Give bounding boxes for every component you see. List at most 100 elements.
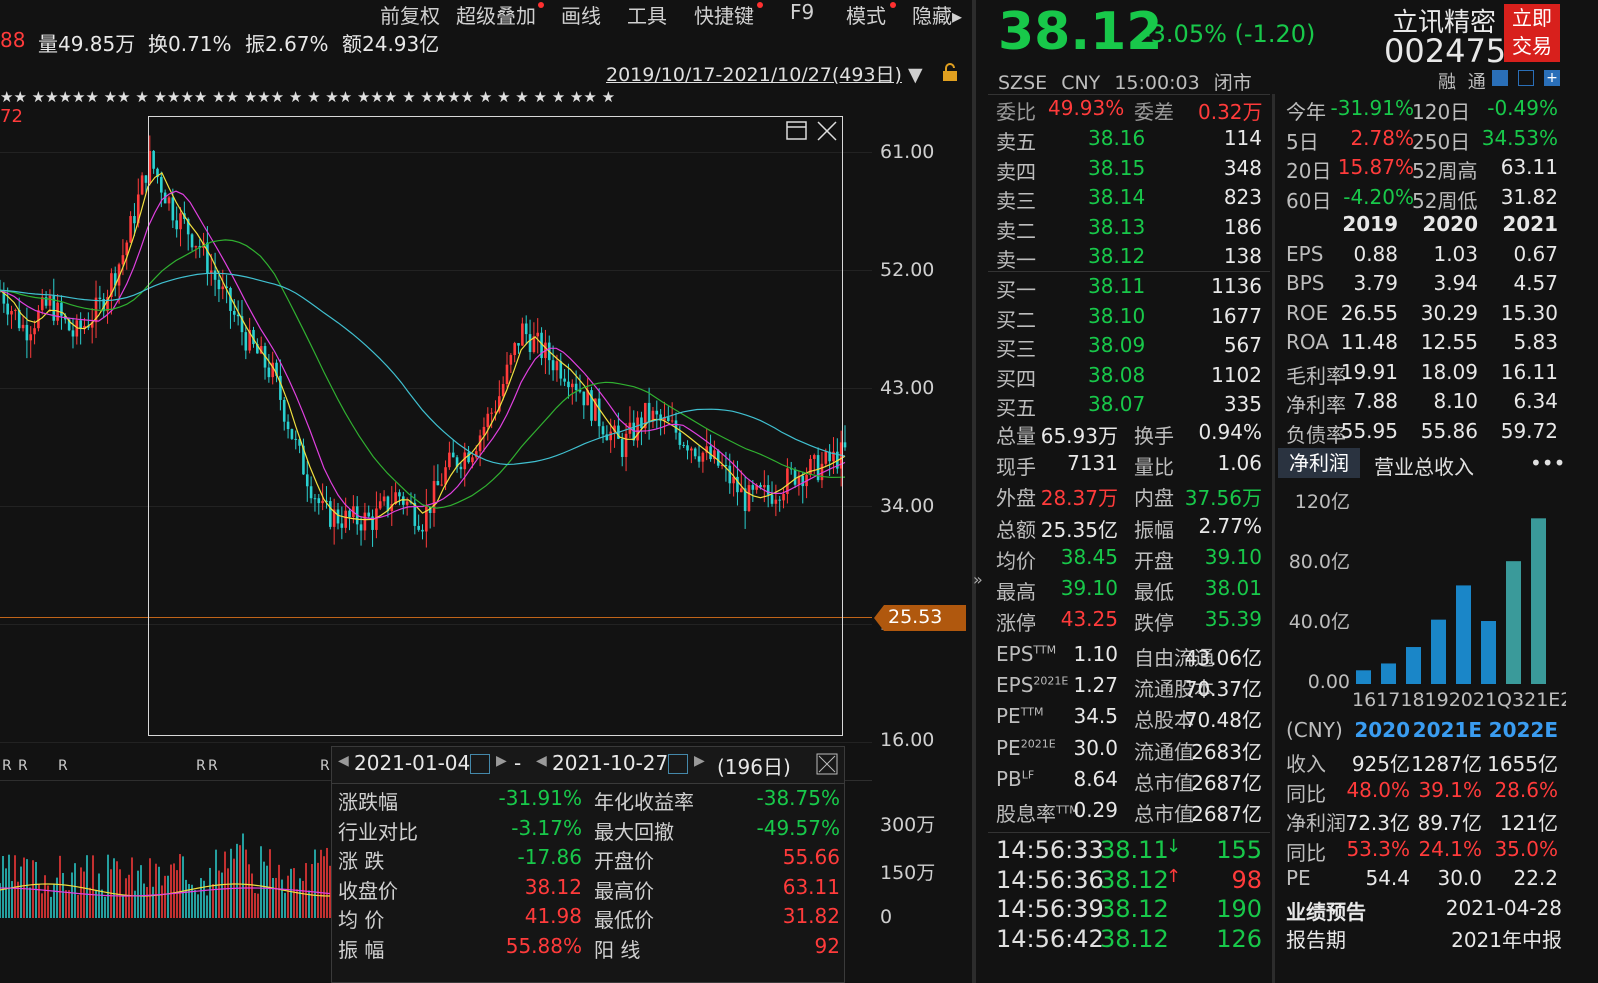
detail-value: 65.93万 xyxy=(1040,424,1118,448)
fund-value: 2687亿 xyxy=(1191,802,1262,826)
add-watchlist-icon[interactable]: + xyxy=(1544,70,1560,86)
wb-label: 委比 xyxy=(996,100,1036,124)
info-amount: 额24.93亿 xyxy=(342,32,440,56)
divider xyxy=(988,832,1270,833)
close-icon[interactable] xyxy=(816,753,838,775)
profit-bar xyxy=(1456,585,1471,684)
candle-body xyxy=(6,303,9,315)
date-range-label[interactable]: 2019/10/17-2021/10/27(493日) ▼ xyxy=(606,60,923,87)
calendar-icon[interactable] xyxy=(470,754,490,774)
candle-body xyxy=(678,432,682,445)
toolbar-overlay[interactable]: 超级叠加 xyxy=(456,4,536,28)
candle-body xyxy=(336,509,340,524)
detail-label: 最高 xyxy=(996,580,1036,604)
candle-body xyxy=(574,383,578,391)
toolbar-draw[interactable]: 画线 xyxy=(561,4,601,28)
forecast-table: (CNY) 2020 2021E 2022E 收入 925亿 1287亿 1655亿 同比 48.… xyxy=(1286,718,1562,903)
candle-body xyxy=(52,295,56,321)
kline-chart[interactable] xyxy=(0,84,872,774)
end-date[interactable]: 2021-10-27 xyxy=(552,751,669,775)
candle-body xyxy=(113,273,117,286)
panel-separator xyxy=(1272,94,1275,983)
lock-icon[interactable] xyxy=(940,62,960,82)
trade-button[interactable]: 立即 交易 xyxy=(1504,4,1560,62)
candle-body xyxy=(125,242,129,256)
candle-body xyxy=(213,270,217,280)
candle-body xyxy=(624,433,628,457)
candle-body xyxy=(332,509,336,527)
candle-body xyxy=(413,502,417,526)
candle-body xyxy=(106,296,109,312)
tick-price: 38.12 xyxy=(1100,924,1169,953)
edit-icon[interactable] xyxy=(1492,70,1508,86)
detail-label: 振幅 xyxy=(1134,517,1174,542)
currency: CNY xyxy=(1061,72,1101,94)
bar-y-tick: 40.0亿 xyxy=(1289,611,1350,633)
volume-chart[interactable] xyxy=(0,800,331,930)
candle-body xyxy=(117,264,121,286)
candle-body xyxy=(521,323,524,346)
bid-label: 买二 xyxy=(996,307,1036,332)
y-tick: 52.00 xyxy=(880,259,935,281)
candle-body xyxy=(79,320,82,330)
candle-body xyxy=(732,476,735,484)
stat-value: 55.88% xyxy=(505,933,582,958)
candle-body xyxy=(597,398,601,427)
dropdown-triangle-icon[interactable]: ▼ xyxy=(908,64,923,86)
tab-net-profit[interactable]: 净利润 xyxy=(1278,448,1360,478)
ask-volume: 138 xyxy=(1223,244,1262,268)
collapse-icon[interactable]: » xyxy=(973,570,983,589)
notification-dot xyxy=(757,2,763,8)
fund-label-text: PE xyxy=(996,704,1021,729)
toolbar-shortcuts[interactable]: 快捷键 xyxy=(694,4,754,28)
close-icon[interactable] xyxy=(816,120,838,142)
candle-body xyxy=(425,506,428,532)
candle-body xyxy=(555,361,559,371)
candle-body xyxy=(313,498,317,500)
next-end-icon[interactable]: ▶ xyxy=(694,753,705,769)
more-icon[interactable]: ••• xyxy=(1530,451,1566,475)
prev-start-icon[interactable]: ◀ xyxy=(338,753,349,769)
year-header: 2019 xyxy=(1342,212,1398,236)
selection-box[interactable] xyxy=(148,116,843,736)
next-start-icon[interactable]: ▶ xyxy=(496,753,507,769)
candle-body xyxy=(305,474,309,487)
toolbar-mode[interactable]: 模式 xyxy=(846,4,886,28)
toolbar-tools[interactable]: 工具 xyxy=(627,4,667,28)
stat-label: 行业对比 xyxy=(338,819,418,844)
candle-body xyxy=(590,390,593,421)
connect-tag: 通 xyxy=(1467,72,1486,93)
forecast-value: 53.3% xyxy=(1346,836,1410,861)
calendar-icon[interactable] xyxy=(668,754,688,774)
maximize-icon[interactable] xyxy=(786,120,808,142)
fund-value: 0.29 xyxy=(1073,798,1118,822)
candle-body xyxy=(160,177,163,193)
toolbar-f9[interactable]: F9 xyxy=(790,0,815,24)
event-stars-row: ★★ ★★★★★ ★★ ★ ★★★★ ★★ ★★★ ★ ★ ★★ ★★★ ★ ★… xyxy=(0,88,616,106)
prev-end-icon[interactable]: ◀ xyxy=(536,753,547,769)
candle-body xyxy=(567,381,570,388)
notification-dot xyxy=(538,2,544,8)
candle-body xyxy=(110,273,113,297)
alert-icon[interactable] xyxy=(1518,70,1534,86)
fin-label: 负债率 xyxy=(1286,422,1346,447)
tab-revenue[interactable]: 营业总收入 xyxy=(1374,455,1474,479)
candle-body xyxy=(294,438,298,440)
detail-label: 总额 xyxy=(996,517,1036,542)
candle-body xyxy=(716,450,720,466)
start-date[interactable]: 2021-01-04 xyxy=(354,751,471,775)
detail-value: 43.25 xyxy=(1060,607,1118,632)
forecast-value: 925亿 xyxy=(1351,752,1410,776)
tick-time: 14:56:42 xyxy=(996,924,1104,953)
toolbar-hide[interactable]: 隐藏▸ xyxy=(912,4,963,28)
candle-body xyxy=(317,498,321,504)
perf-label: 250日 xyxy=(1412,129,1471,154)
toolbar-restore-rights[interactable]: 前复权 xyxy=(380,4,440,28)
candle-body xyxy=(636,417,639,441)
candle-body xyxy=(129,216,132,243)
candle-body xyxy=(29,334,33,341)
candle-body xyxy=(256,344,259,354)
candle-body xyxy=(763,485,766,488)
detail-value: 37.56万 xyxy=(1184,486,1262,511)
candle-body xyxy=(670,420,674,422)
